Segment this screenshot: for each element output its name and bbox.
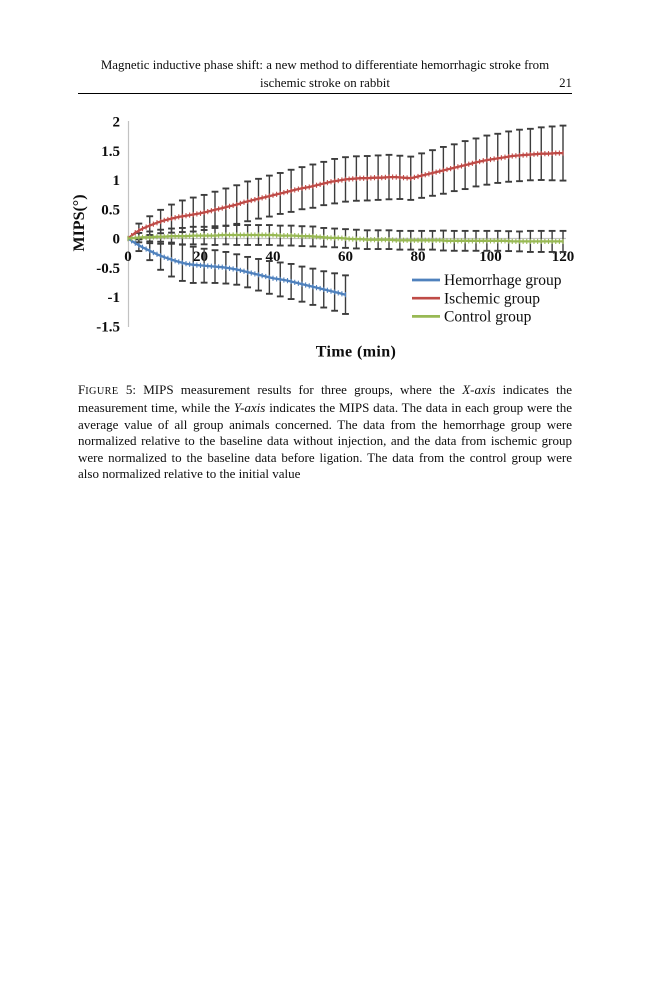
error-bars-ischemic-group (135, 124, 567, 239)
y-tick-label: -0.5 (96, 261, 120, 277)
x-tick-label: 120 (552, 249, 575, 265)
error-bars-hemorrhage-group (135, 238, 349, 315)
figure-5-chart: 2 1.5 1 0.5 0 -0.5 -1 -1.5 0 20 40 60 80 100 120 Hemorr… (55, 100, 595, 366)
caption-segment: X-axis (462, 382, 496, 397)
figure-5-caption: FIGURE 5: MIPS measurement results for t… (78, 382, 572, 482)
caption-segment: Y-axis (233, 400, 266, 416)
y-tick-label: -1.5 (96, 319, 120, 335)
y-tick-label: -1 (108, 290, 121, 306)
x-tick-label: 60 (338, 249, 353, 265)
y-tick-labels: 2 1.5 1 0.5 0 -0.5 -1 -1.5 (96, 115, 120, 336)
running-head-line1: Magnetic inductive phase shift: a new me… (100, 58, 550, 72)
y-tick-label: 1.5 (101, 144, 120, 160)
mips-line-chart: 21.510.50-0.5-1-1.50 20 40 60 80 100 120Hemorr… (71, 115, 575, 361)
x-axis-title: Time (min) (316, 344, 397, 361)
y-tick-label: 1 (113, 173, 121, 189)
y-tick-label: 2 (113, 115, 121, 131)
series-ischemic-group (127, 150, 564, 242)
y-tick-label: 0 (113, 232, 121, 248)
x-tick-label: 100 (479, 249, 502, 265)
x-tick-label: 80 (411, 249, 426, 265)
x-tick-label: 20 (193, 249, 208, 265)
caption-segment: indicates the MIPS data. The data in eac… (78, 400, 572, 482)
caption-segment: indicates the measurement time, while th… (78, 382, 573, 416)
caption-segment: IGURE (85, 386, 119, 397)
caption-segment: F (78, 382, 86, 397)
legend-label-control-group: Control group (444, 309, 532, 326)
x-tick-label: 0 (124, 249, 132, 265)
y-tick-label: 0.5 (101, 202, 120, 218)
running-head-line2: ischemic stroke on rabbit (260, 76, 390, 90)
legend-label-hemorrhage-group: Hemorrhage group (444, 272, 562, 289)
header-rule (78, 93, 572, 94)
y-axis-title: MIPS(°) (71, 194, 88, 251)
legend-label-ischemic-group: Ischemic group (444, 290, 540, 307)
series-hemorrhage-group (127, 235, 347, 298)
series-control-group (127, 232, 564, 245)
page-number: 21 (559, 76, 572, 90)
caption-segment: 5: MIPS measurement results for three gr… (118, 382, 463, 397)
